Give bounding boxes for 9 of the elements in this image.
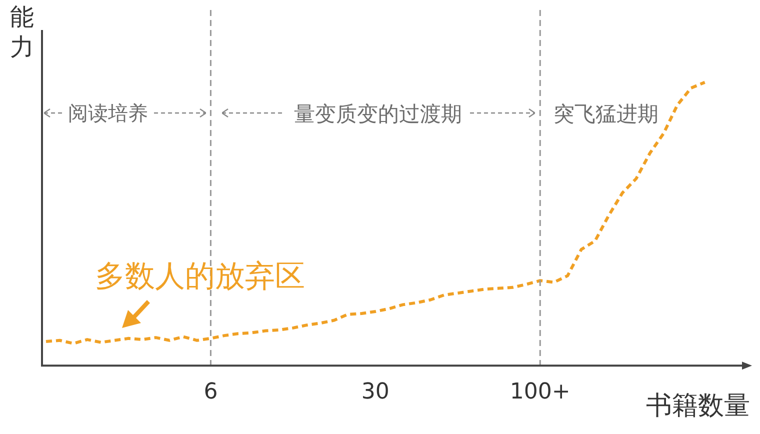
annotation: 阅读培养 [68, 100, 148, 127]
x-tick-label: 30 [361, 380, 390, 405]
annotation: 突飞猛进期 [554, 101, 658, 128]
annotation: 量变质变的过渡期 [294, 101, 462, 128]
y-axis-title: 能力 [9, 2, 35, 62]
x-tick-label: 100+ [510, 380, 570, 405]
x-tick-label: 6 [204, 380, 218, 405]
x-axis-title: 书籍数量 [646, 390, 750, 423]
annotation: 多数人的放弃区 [95, 258, 305, 296]
